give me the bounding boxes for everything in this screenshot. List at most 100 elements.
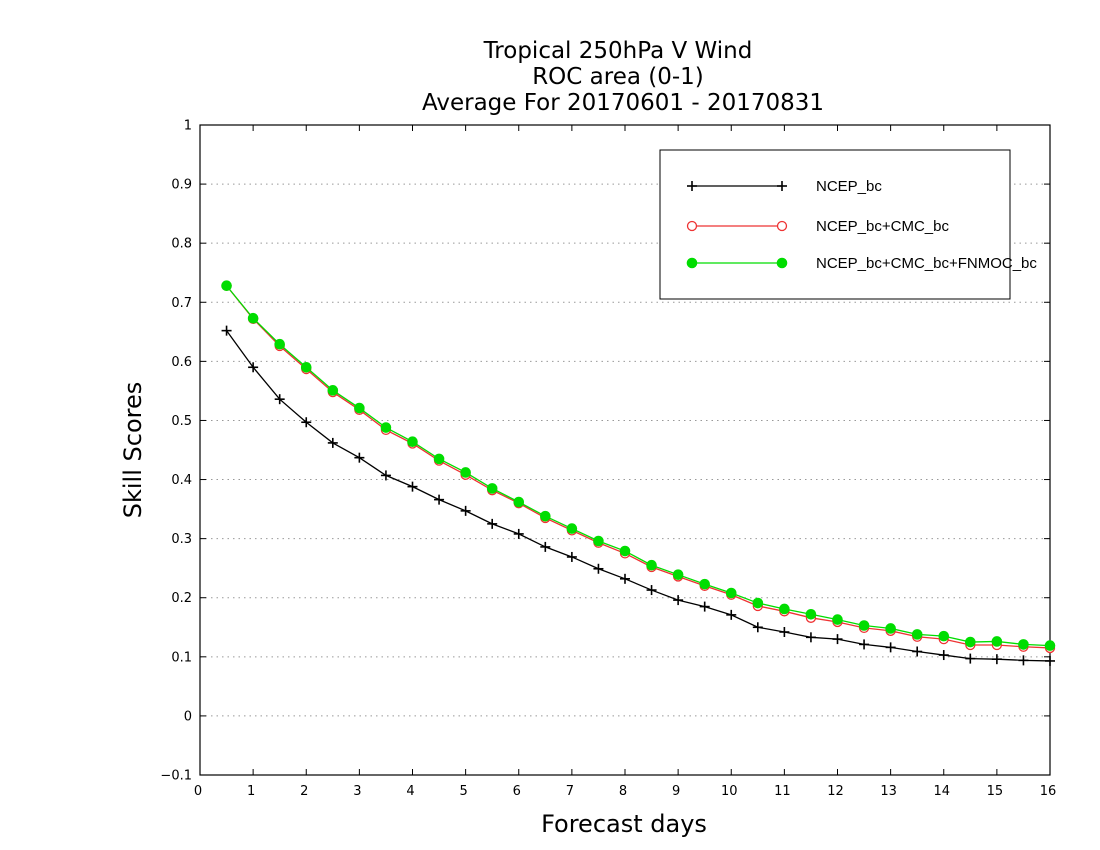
data-point	[300, 361, 312, 373]
y-tick-label: 0.9	[171, 178, 192, 193]
data-point	[1018, 639, 1029, 650]
data-point	[805, 608, 817, 620]
data-point	[805, 632, 816, 643]
data-point	[779, 603, 790, 615]
legend-marker	[776, 220, 788, 232]
series-layer	[221, 280, 1056, 666]
data-point	[965, 636, 976, 648]
data-point	[672, 569, 684, 580]
data-point	[221, 280, 232, 292]
series-line	[226, 285, 1051, 647]
series-line	[226, 330, 1051, 662]
data-point	[354, 452, 365, 463]
series-2	[221, 280, 1056, 654]
data-point	[1018, 655, 1029, 666]
x-tick-label: 16	[1040, 784, 1057, 799]
y-tick-label: 0.4	[171, 473, 192, 488]
x-tick-label: 13	[880, 784, 897, 799]
data-point	[938, 650, 949, 661]
data-point	[354, 402, 365, 414]
data-point	[752, 622, 763, 633]
data-point	[327, 385, 339, 396]
data-point	[540, 541, 551, 552]
legend-item: NCEP_bc	[687, 178, 882, 195]
data-point	[938, 630, 950, 642]
data-point	[593, 563, 604, 574]
legend: NCEP_bc NCEP_bc+CMC_bc NCEP_bc+CMC_bc+FNMO…	[659, 149, 1037, 300]
data-point	[912, 646, 923, 657]
x-tick-label: 7	[566, 784, 574, 799]
x-tick-label: 1	[247, 784, 255, 799]
x-tick-label: 4	[406, 784, 414, 799]
data-point	[726, 609, 737, 620]
data-point	[725, 587, 737, 599]
x-tick-label: 2	[300, 784, 308, 799]
legend-label: NCEP_bc+CMC_bc+FNMOC_bc	[816, 255, 1037, 272]
y-axis-title: Skill Scores	[119, 382, 147, 519]
data-point	[885, 623, 896, 634]
y-tick-label: 0.1	[171, 650, 192, 665]
title-line-2: ROC area (0-1)	[532, 64, 704, 90]
y-tick-label: 0.6	[171, 355, 192, 370]
data-point	[991, 636, 1003, 647]
legend-label: NCEP_bc+CMC_bc	[816, 218, 949, 235]
x-tick-label: 6	[513, 784, 521, 799]
data-point	[274, 338, 285, 350]
y-tick-label: −0.1	[160, 769, 192, 784]
data-point	[991, 654, 1002, 665]
x-tick-label: 15	[987, 784, 1004, 799]
y-axis-ticks: −0.1 0 0.1 0.2 0.3 0.4 0.5 0.6 0.7 0.8 0.9 1	[160, 119, 1050, 784]
x-tick-label: 8	[619, 784, 627, 799]
data-point	[460, 505, 471, 516]
data-point	[247, 312, 259, 324]
data-point	[832, 634, 843, 645]
legend-label: NCEP_bc	[816, 178, 882, 195]
legend-marker	[776, 257, 788, 269]
data-point	[486, 483, 498, 494]
data-point	[274, 394, 285, 405]
gridlines	[200, 183, 1050, 717]
data-point	[407, 436, 418, 448]
x-tick-label: 10	[721, 784, 738, 799]
series-line	[226, 285, 1051, 649]
data-point	[566, 551, 577, 562]
legend-item: NCEP_bc+CMC_bc+FNMOC_bc	[686, 255, 1037, 272]
data-point	[646, 559, 657, 571]
y-tick-label: 0.7	[171, 296, 192, 311]
data-point	[673, 595, 684, 606]
y-tick-label: 0.5	[171, 414, 192, 429]
legend-box	[659, 149, 1011, 300]
data-point	[752, 597, 764, 609]
data-point	[380, 470, 391, 481]
series-3	[221, 280, 1056, 651]
data-point	[699, 578, 710, 590]
y-tick-label: 0	[184, 709, 192, 724]
data-point	[593, 535, 604, 547]
data-point	[858, 620, 870, 631]
chart-title: Tropical 250hPa V Wind ROC area (0-1) Av…	[422, 38, 824, 116]
data-point	[513, 528, 524, 539]
x-axis-title: Forecast days	[541, 810, 707, 838]
data-point	[248, 362, 259, 373]
data-point	[433, 453, 445, 465]
legend-marker	[686, 257, 698, 269]
x-tick-label: 5	[459, 784, 467, 799]
data-point	[460, 467, 471, 478]
x-tick-label: 11	[774, 784, 791, 799]
data-point	[859, 639, 870, 650]
data-point	[779, 627, 790, 637]
legend-item: NCEP_bc+CMC_bc	[686, 218, 949, 235]
legend-marker	[686, 220, 698, 232]
data-point	[911, 629, 923, 640]
legend-marker	[777, 181, 787, 191]
x-axis-ticks: 0 1 2 3 4 5 6 7 8 9 10 11 12 13 14 15 16	[194, 125, 1056, 799]
data-point	[832, 614, 843, 625]
data-point	[407, 481, 418, 492]
x-tick-label: 14	[933, 784, 950, 799]
data-point	[301, 417, 312, 428]
y-tick-label: 0.8	[171, 237, 192, 252]
y-tick-label: 1	[184, 119, 192, 134]
y-tick-label: 0.3	[171, 532, 192, 547]
data-point	[221, 325, 232, 336]
